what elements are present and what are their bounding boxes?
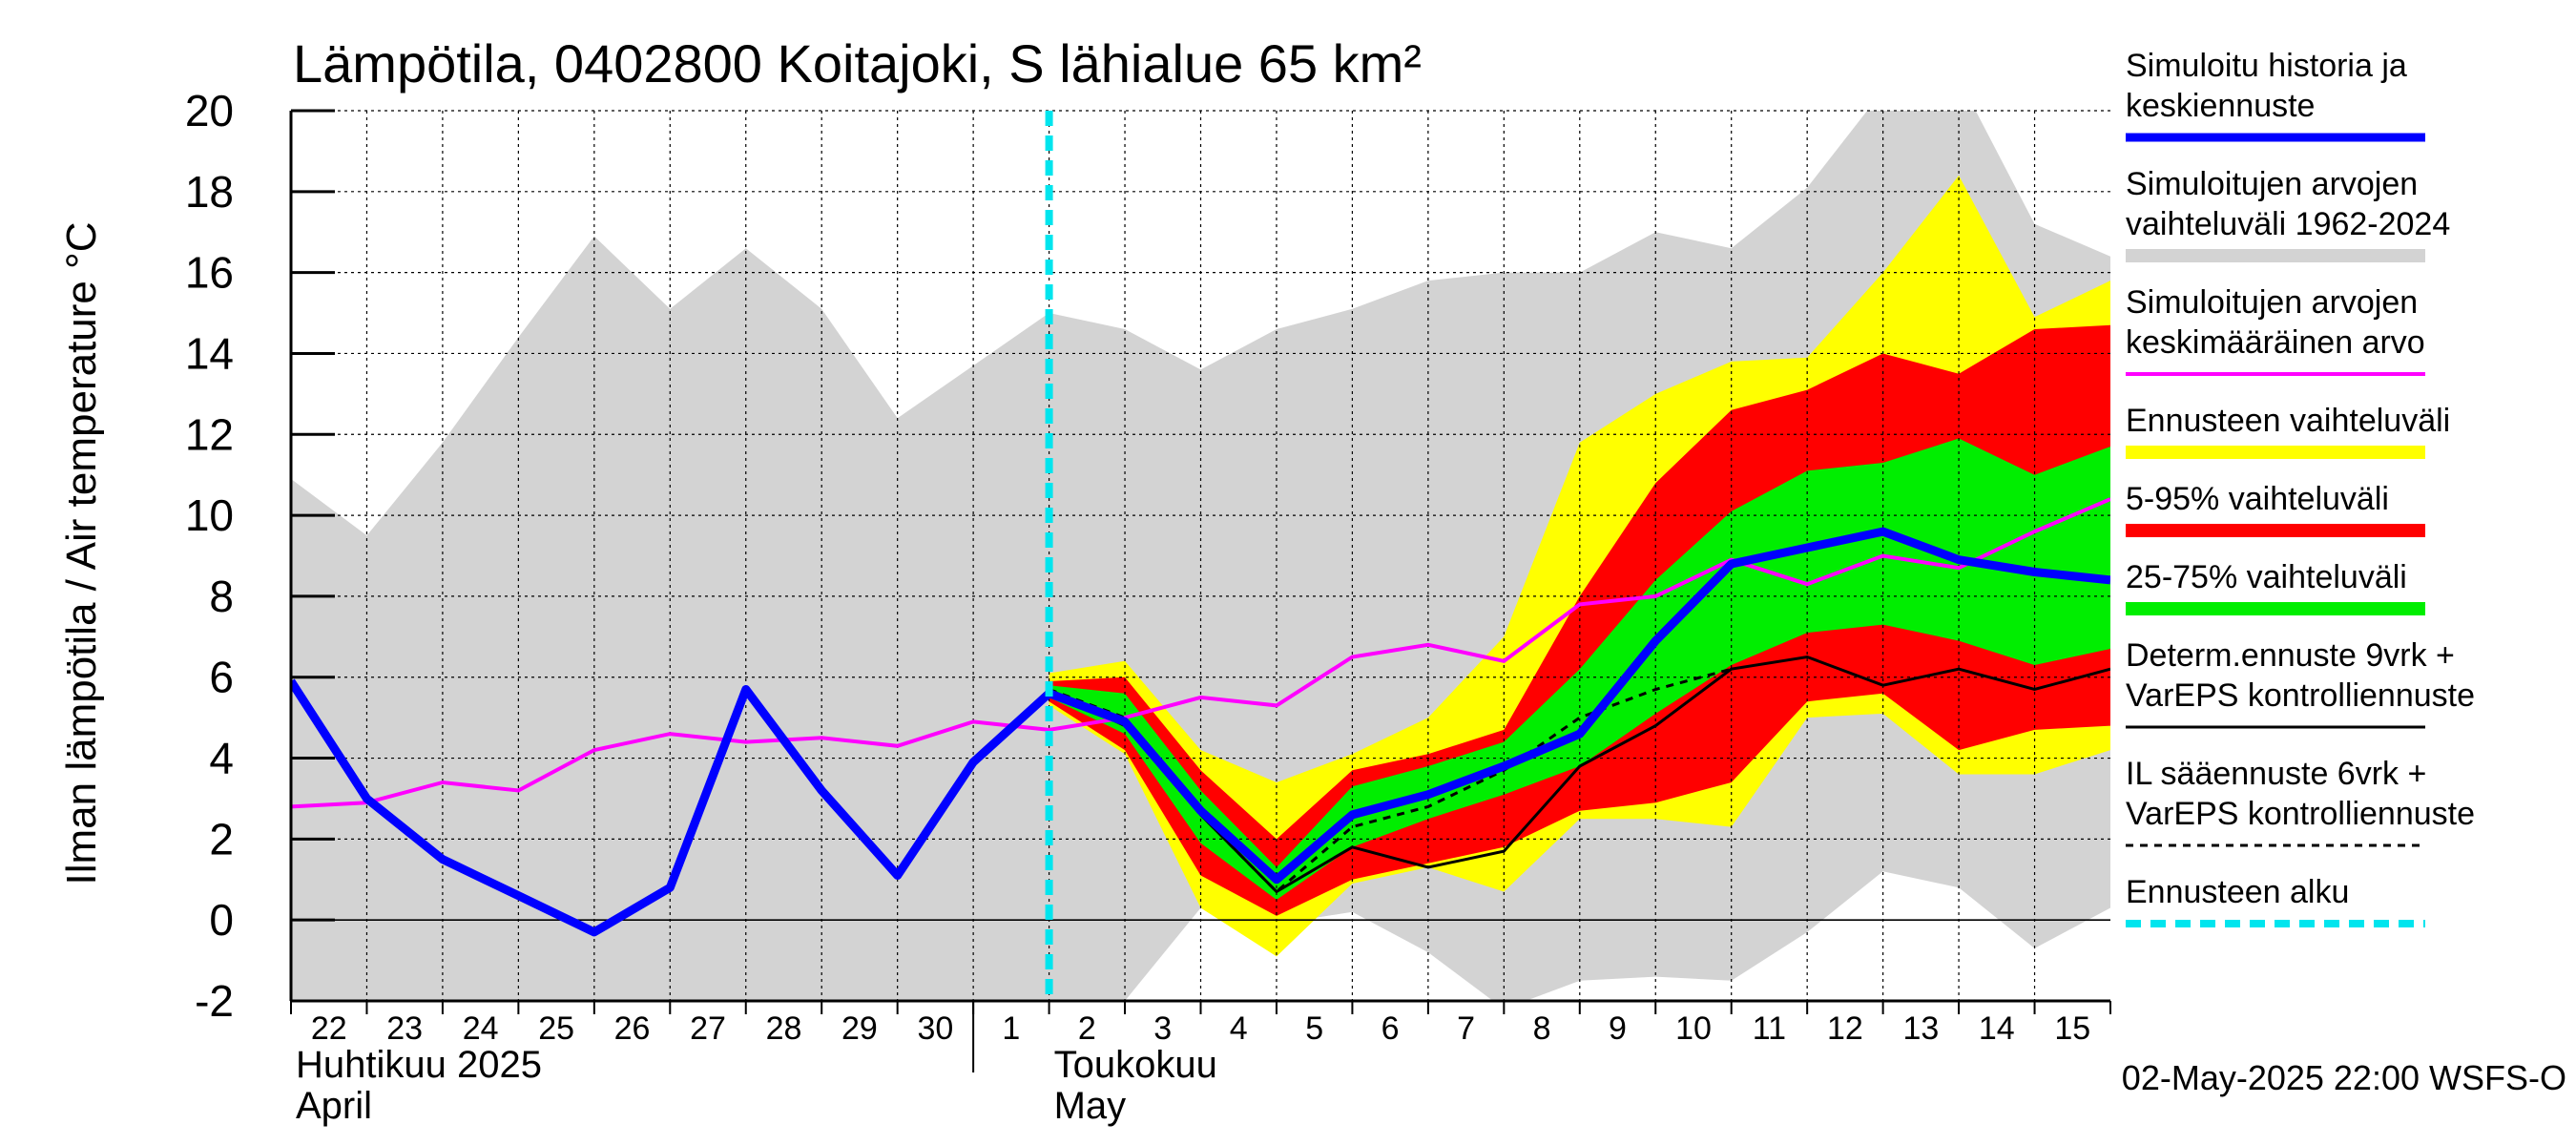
x-tick-label: 3 (1153, 1010, 1172, 1047)
x-tick-label: 1 (1002, 1010, 1020, 1047)
y-tick-label: 6 (209, 653, 234, 702)
x-tick-label: 30 (917, 1010, 953, 1047)
band-p25_75 (1049, 438, 2110, 900)
mean-line (291, 497, 2110, 809)
y-tick-label: 14 (185, 328, 234, 378)
legend-label: keskiennuste (2126, 88, 2315, 124)
x-tick-label: 2 (1078, 1010, 1096, 1047)
x-tick-label: 8 (1533, 1010, 1551, 1047)
legend-label: VarEPS kontrolliennuste (2126, 677, 2475, 714)
month-label: Huhtikuu 2025 (296, 1044, 542, 1086)
chart-title: Lämpötila, 0402800 Koitajoki, S lähialue… (293, 33, 1422, 94)
x-tick-label: 26 (614, 1010, 651, 1047)
legend-label: vaihteluväli 1962-2024 (2126, 206, 2450, 242)
x-tick-label: 7 (1457, 1010, 1475, 1047)
y-tick-label: 2 (209, 814, 234, 864)
y-tick-label: 0 (209, 895, 234, 945)
x-tick-label: 29 (841, 1010, 878, 1047)
x-tick-label: 15 (2054, 1010, 2090, 1047)
y-tick-label: 8 (209, 572, 234, 621)
series-layer (291, 111, 2110, 1001)
legend-label: Ennusteen vaihteluväli (2126, 403, 2450, 439)
y-tick-label: 4 (209, 734, 234, 783)
x-tick-label: 12 (1827, 1010, 1863, 1047)
x-tick-label: 28 (766, 1010, 802, 1047)
legend-label: Simuloitujen arvojen (2126, 284, 2418, 321)
month-label-en: April (296, 1085, 372, 1127)
legend-label: IL sääennuste 6vrk + (2126, 756, 2426, 792)
legend-label: 25-75% vaihteluväli (2126, 559, 2407, 595)
x-tick-label: 23 (386, 1010, 423, 1047)
il-forecast-line (1049, 667, 1733, 894)
x-tick-label: 22 (311, 1010, 347, 1047)
x-tick-label: 24 (463, 1010, 499, 1047)
legend-label: keskimääräinen arvo (2126, 324, 2425, 361)
y-tick-label: -2 (195, 976, 234, 1026)
x-tick-label: 6 (1381, 1010, 1400, 1047)
timestamp: 02-May-2025 22:00 WSFS-O (2122, 1058, 2566, 1097)
legend-label: 5-95% vaihteluväli (2126, 481, 2389, 517)
x-tick-label: 25 (538, 1010, 574, 1047)
y-tick-label: 12 (185, 409, 234, 459)
y-tick-label: 18 (185, 167, 234, 217)
x-tick-label: 13 (1902, 1010, 1939, 1047)
legend: Simuloitu historia ja keskiennuste Simuloi… (2126, 48, 2475, 927)
x-tick-label: 9 (1609, 1010, 1627, 1047)
x-tick-label: 4 (1230, 1010, 1248, 1047)
legend-label: VarEPS kontrolliennuste (2126, 796, 2475, 832)
x-tick-label: 10 (1675, 1010, 1712, 1047)
grid-layer (291, 110, 2110, 1001)
month-label-en: May (1054, 1085, 1127, 1127)
legend-label: Determ.ennuste 9vrk + (2126, 637, 2455, 674)
simulated-line (291, 527, 2110, 937)
x-tick-label: 14 (1979, 1010, 2015, 1047)
y-tick-label: 10 (185, 490, 234, 540)
legend-label: Simuloitujen arvojen (2126, 166, 2418, 202)
x-tick-label: 27 (690, 1010, 726, 1047)
y-axis-title: Ilman lämpötila / Air temperature °C (58, 222, 105, 885)
x-tick-label: 11 (1753, 1010, 1786, 1047)
legend-label: Simuloitu historia ja (2126, 48, 2407, 84)
y-tick-label: 16 (185, 248, 234, 298)
month-label: Toukokuu (1054, 1044, 1217, 1086)
y-tick-label: 20 (185, 86, 234, 135)
x-tick-label: 5 (1305, 1010, 1323, 1047)
legend-label: Ennusteen alku (2126, 874, 2349, 910)
